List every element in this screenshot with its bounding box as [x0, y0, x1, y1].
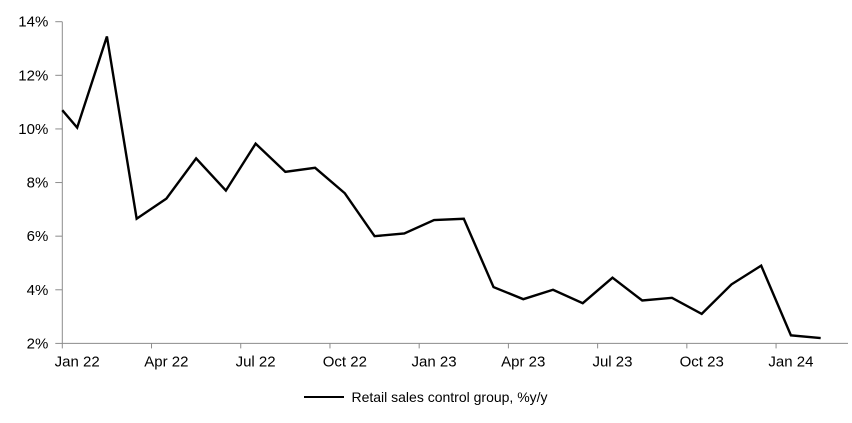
x-tick-label: Oct 22 — [323, 353, 367, 370]
x-tick-label: Jan 22 — [55, 353, 100, 370]
y-tick-label: 4% — [27, 282, 49, 299]
y-tick-label: 6% — [27, 228, 49, 245]
y-tick-label: 2% — [27, 335, 49, 352]
chart-legend: Retail sales control group, %y/y — [0, 389, 852, 405]
x-tick-label: Jan 23 — [412, 353, 457, 370]
x-tick-label: Jul 23 — [592, 353, 632, 370]
series-line-retail-sales-control-group — [61, 36, 821, 340]
y-tick-label: 14% — [18, 14, 48, 31]
y-tick-label: 10% — [18, 121, 48, 138]
x-tick-label: Jan 24 — [768, 353, 813, 370]
y-tick-label: 8% — [27, 175, 49, 192]
x-tick-label: Oct 23 — [680, 353, 724, 370]
x-tick-label: Jul 22 — [236, 353, 276, 370]
y-tick-label: 12% — [18, 67, 48, 84]
x-tick-label: Apr 22 — [144, 353, 188, 370]
legend-line-sample — [304, 396, 345, 398]
x-tick-label: Apr 23 — [501, 353, 545, 370]
chart-plot-area: 2% 4% 6% 8% 10% 12% 14% Jan 22 Apr 22 Jul 22 Oct 2… — [18, 14, 848, 370]
legend-label: Retail sales control group, %y/y — [351, 389, 548, 405]
